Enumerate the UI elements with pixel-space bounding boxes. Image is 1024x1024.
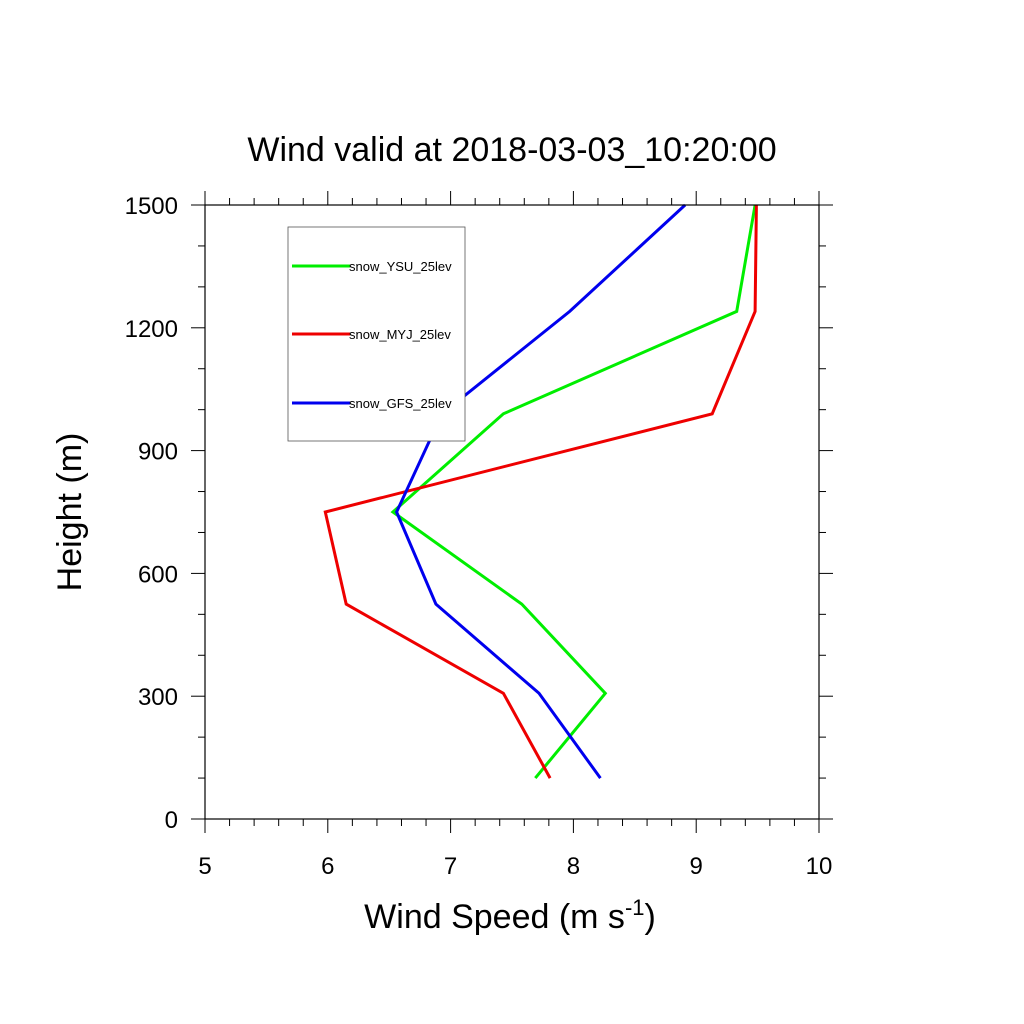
y-tick-label: 900 bbox=[138, 439, 178, 466]
plot-frame bbox=[204, 204, 820, 820]
legend-label: snow_YSU_25lev bbox=[349, 259, 452, 274]
x-axis: 5 6 7 8 9 10 bbox=[198, 191, 832, 880]
x-axis-title-superscript: -1 bbox=[625, 895, 645, 920]
legend-label: snow_MYJ_25lev bbox=[349, 327, 451, 342]
series-line-snow_MYJ_25lev bbox=[323, 204, 758, 779]
y-axis: 0 300 600 900 1200 1500 bbox=[125, 193, 833, 834]
x-tick-label: 8 bbox=[567, 853, 580, 880]
legend: snow_YSU_25lev snow_MYJ_25lev snow_GFS_25l… bbox=[287, 226, 466, 442]
series-line-snow_GFS_25lev bbox=[394, 203, 687, 779]
y-tick-label: 0 bbox=[165, 807, 178, 834]
plot-area bbox=[323, 203, 758, 780]
y-tick-label: 300 bbox=[138, 684, 178, 711]
x-tick-label: 7 bbox=[444, 853, 457, 880]
x-tick-label: 6 bbox=[321, 853, 334, 880]
x-tick-label: 9 bbox=[690, 853, 703, 880]
x-axis-title: Wind Speed (m s-1) bbox=[364, 895, 656, 936]
y-axis-title: Height (m) bbox=[51, 433, 89, 592]
x-axis-title-main: Wind Speed (m s bbox=[364, 898, 625, 936]
y-tick-label: 1200 bbox=[125, 316, 178, 343]
x-tick-label: 5 bbox=[198, 853, 211, 880]
series-line-snow_YSU_25lev bbox=[390, 204, 757, 780]
y-tick-label: 1500 bbox=[125, 193, 178, 220]
y-tick-label: 600 bbox=[138, 561, 178, 588]
x-tick-label: 10 bbox=[806, 853, 833, 880]
chart-title: Wind valid at 2018-03-03_10:20:00 bbox=[247, 131, 776, 169]
x-axis-title-end: ) bbox=[645, 898, 656, 936]
legend-label: snow_GFS_25lev bbox=[349, 396, 452, 411]
